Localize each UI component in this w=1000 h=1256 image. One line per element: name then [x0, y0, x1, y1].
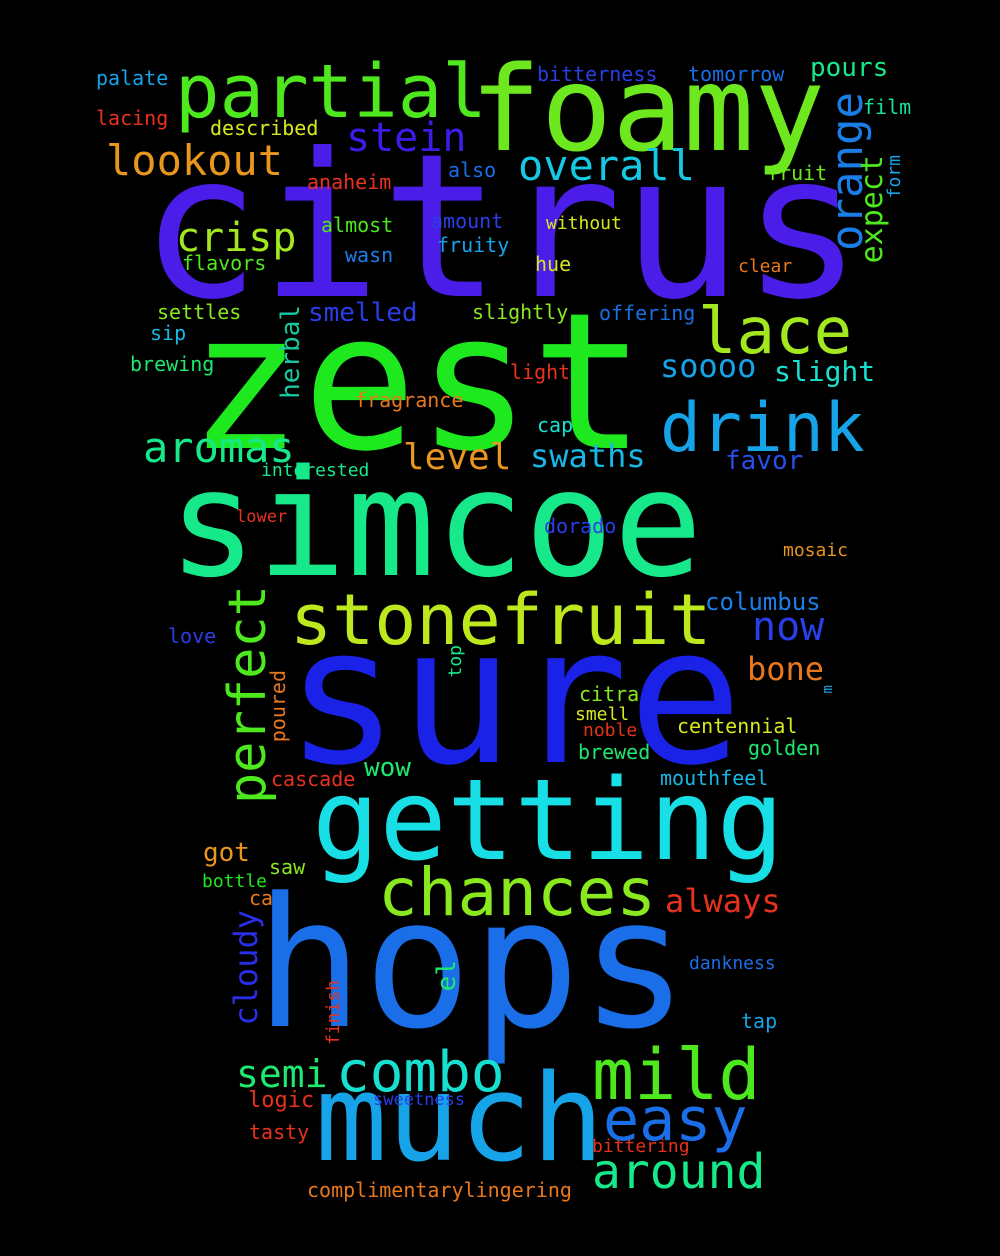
word-slightly: slightly	[472, 300, 569, 324]
word-slight: slight	[774, 355, 876, 388]
word-form: form	[884, 155, 905, 199]
word-sip: sip	[150, 321, 187, 345]
word-tasty: tasty	[249, 1120, 310, 1144]
word-drink: drink	[660, 389, 865, 468]
word-cap: cap	[537, 413, 574, 437]
word-lacing: lacing	[96, 106, 169, 130]
word-palate: palate	[96, 66, 169, 90]
word-lace: lace	[698, 295, 853, 369]
word-poured: poured	[266, 670, 290, 743]
word-citrus: citrus	[140, 111, 863, 344]
word-sure: sure	[285, 586, 743, 807]
word-almost: almost	[321, 213, 394, 237]
word-partial: partial	[175, 49, 487, 135]
word-hue: hue	[535, 252, 572, 276]
word-brewing: brewing	[130, 352, 215, 376]
word-fruit: fruit	[767, 161, 828, 185]
word-brewed: brewed	[578, 740, 651, 764]
word-dorado: dorado	[544, 514, 617, 538]
word-soooo: soooo	[660, 347, 757, 385]
word-lookout: lookout	[106, 136, 284, 185]
word-smell: smell	[575, 704, 630, 725]
word-now: now	[752, 604, 825, 650]
word-simcoe: simcoe	[168, 438, 703, 610]
word-aromas: aromas	[143, 423, 295, 472]
word-bone: bone	[747, 650, 825, 688]
word-got: got	[203, 838, 250, 868]
word-noble: noble	[583, 720, 638, 741]
word-cascade: cascade	[271, 767, 356, 791]
word-around: around	[592, 1144, 766, 1200]
word-bitterness: bitterness	[537, 62, 658, 86]
word-level: level	[403, 437, 512, 478]
word-tomorrow: tomorrow	[688, 62, 785, 86]
word-favor: favor	[725, 446, 804, 476]
word-bittering: bittering	[592, 1136, 690, 1157]
word-herbal: herbal	[276, 305, 306, 399]
word-settles: settles	[157, 300, 242, 324]
word-always: always	[665, 882, 781, 920]
word-also: also	[448, 158, 497, 182]
word-light: light	[510, 360, 571, 384]
word-citra: citra	[579, 682, 640, 706]
word-smelled: smelled	[308, 298, 418, 328]
word-offering: offering	[599, 301, 696, 325]
word-wow: wow	[364, 753, 411, 783]
word-anaheim: anaheim	[307, 170, 392, 194]
word-mild: mild	[592, 1034, 761, 1116]
word-complimentarylingering: complimentarylingering	[307, 1178, 572, 1202]
word-cloudy: cloudy	[227, 910, 265, 1026]
word-saw: saw	[269, 855, 306, 879]
word-described: described	[210, 116, 319, 140]
word-ca: ca	[249, 886, 274, 910]
word-fruity: fruity	[437, 233, 510, 257]
word-mosaic: mosaic	[783, 540, 849, 561]
word-stein: stein	[346, 115, 467, 161]
word-crisp: crisp	[176, 215, 297, 261]
word-finish: finish	[323, 980, 344, 1046]
word-overall: overall	[518, 141, 696, 190]
word-zest: zest	[188, 272, 646, 493]
word-swaths: swaths	[530, 437, 646, 475]
word-love: love	[168, 624, 217, 648]
word-pours: pours	[810, 53, 889, 83]
word-lower: lower	[236, 507, 288, 527]
word-hops: hops	[255, 860, 689, 1069]
word-amount: amount	[431, 209, 504, 233]
word-semi: semi	[236, 1052, 328, 1096]
word-chances: chances	[378, 854, 657, 931]
word-fragrance: fragrance	[355, 388, 464, 412]
word-logic: logic	[248, 1088, 315, 1113]
word-dankness: dankness	[689, 953, 776, 974]
word-flavors: flavors	[182, 251, 267, 275]
word-bottle: bottle	[202, 871, 268, 892]
word-centennial: centennial	[677, 714, 798, 738]
word-combo: combo	[336, 1040, 505, 1105]
word-without: without	[546, 213, 622, 234]
word-m: m	[820, 685, 836, 694]
word-easy: easy	[603, 1085, 748, 1155]
word-wasn: wasn	[345, 243, 394, 267]
word-golden: golden	[748, 736, 821, 760]
word-interested: interested	[261, 460, 370, 481]
word-tap: tap	[741, 1009, 778, 1033]
word-film: film	[863, 95, 912, 119]
word-stonefruit: stonefruit	[290, 579, 712, 661]
word-mouthfeel: mouthfeel	[660, 766, 769, 790]
word-getting: getting	[312, 756, 785, 886]
word-columbus: columbus	[705, 588, 821, 616]
word-top: top	[445, 645, 466, 678]
word-clear: clear	[738, 256, 793, 277]
word-sweetness: sweetness	[373, 1090, 466, 1110]
word-el: el	[432, 960, 462, 992]
word-foamy: foamy	[470, 40, 826, 178]
word-much: much	[315, 1050, 604, 1189]
